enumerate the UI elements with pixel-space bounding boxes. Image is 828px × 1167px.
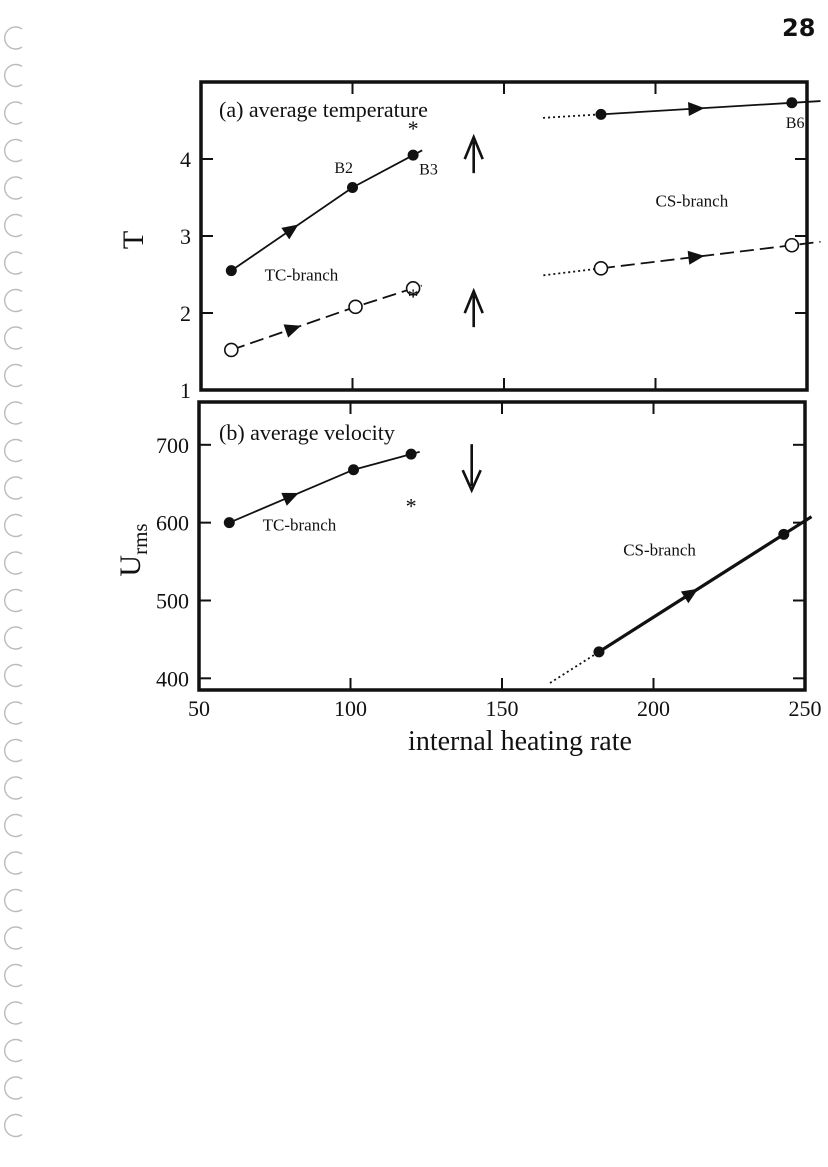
panel-b-title: (b) average velocity [219,420,395,445]
data-point [593,261,609,276]
series-arrow [680,588,699,604]
y-tick-label: 2 [180,301,191,326]
panel-b-plot: 50 100 150 200 250 400 500 600 700 TC-branch CS-br… [156,402,822,721]
margin-ring [3,63,23,88]
x-tick-label: 50 [188,696,210,721]
margin-ring [3,213,23,238]
panel-a-frame [199,80,809,392]
data-point [784,237,800,253]
margin-ring [3,138,23,163]
x-axis-label: internal heating rate [408,726,632,757]
panel-b-ylabel-main: U [114,555,147,577]
series-arrow [283,324,301,338]
margin-ring [3,813,23,838]
series-line [231,284,423,351]
panel-b-ylabel-subscript: rms [128,523,152,555]
page-number: 28 [782,14,815,42]
x-tick-label: 150 [486,696,519,721]
margin-ring [3,588,23,613]
y-tick-label: 700 [156,433,189,458]
y-tick-label: 600 [156,511,189,536]
series-line [230,149,423,272]
annotation-star: * [408,284,419,309]
margin-ring [3,176,23,200]
annotation-label: CS-branch [623,540,696,559]
series-arrow [687,250,705,265]
data-point [223,517,235,529]
panel-a-ylabel: T [117,231,150,249]
data-point [348,464,360,476]
data-point [347,181,358,193]
x-tick-label: 250 [789,696,822,721]
margin-ring [3,1113,23,1138]
margin-rings [3,26,23,1138]
annotation-label: TC-branch [263,515,337,534]
margin-ring [3,888,23,913]
annotation-label: B3 [419,161,438,178]
annotation-label: TC-branch [265,266,339,285]
margin-ring [3,1076,23,1100]
margin-ring [3,926,23,950]
series-leadin [549,651,600,684]
data-point [224,342,239,358]
series-leadin [543,113,602,119]
data-point [407,149,419,161]
margin-ring [3,663,23,688]
annotation-label: CS-branch [656,192,729,211]
data-point [225,265,237,277]
transition-arrow-up [463,287,484,328]
margin-ring [3,251,23,275]
margin-ring [3,738,23,763]
margin-ring [3,1038,23,1063]
y-tick-label: 1 [180,378,191,403]
series-arrow [281,492,299,506]
panel-a-title: (a) average temperature [219,97,428,122]
panel-b-frame [197,400,807,692]
data-point [348,299,363,315]
x-tick-label: 100 [334,696,367,721]
margin-ring [3,438,23,463]
margin-ring [3,101,23,125]
margin-ring [3,513,23,538]
margin-ring [3,551,23,575]
data-point [405,448,417,460]
margin-ring [3,401,23,425]
y-tick-label: 400 [156,666,189,691]
margin-ring [3,701,23,725]
data-point [593,646,605,658]
y-tick-label: 4 [180,147,191,172]
margin-ring [3,26,23,50]
margin-ring [3,363,23,388]
margin-ring [3,851,23,875]
series-arrow [687,102,705,117]
annotation-label: B2 [334,160,353,177]
y-tick-label: 500 [156,588,189,613]
margin-ring [3,963,23,988]
annotation-label: B6 [786,115,805,132]
y-tick-label: 3 [180,224,191,249]
margin-ring [3,776,23,800]
margin-ring [3,288,23,313]
x-tick-label: 200 [637,696,670,721]
panel-a-plot: 1 2 3 4 B2 B3 B6 TC-branch CS-branch * * [180,82,821,403]
annotation-star: * [406,493,417,518]
transition-arrow-down [461,444,482,494]
series-line [228,450,420,524]
data-point [595,108,607,120]
margin-ring [3,476,23,500]
data-point [786,97,798,109]
data-point [405,281,421,296]
margin-ring [3,626,23,650]
annotation-star: * [408,116,419,141]
margin-ring [3,326,23,350]
margin-ring [3,1001,23,1025]
transition-arrow-up [463,133,484,174]
panel-b-ylabel: Urms [114,523,152,576]
series-leadin [543,267,602,277]
data-point [778,528,790,540]
series-arrow [281,224,299,240]
